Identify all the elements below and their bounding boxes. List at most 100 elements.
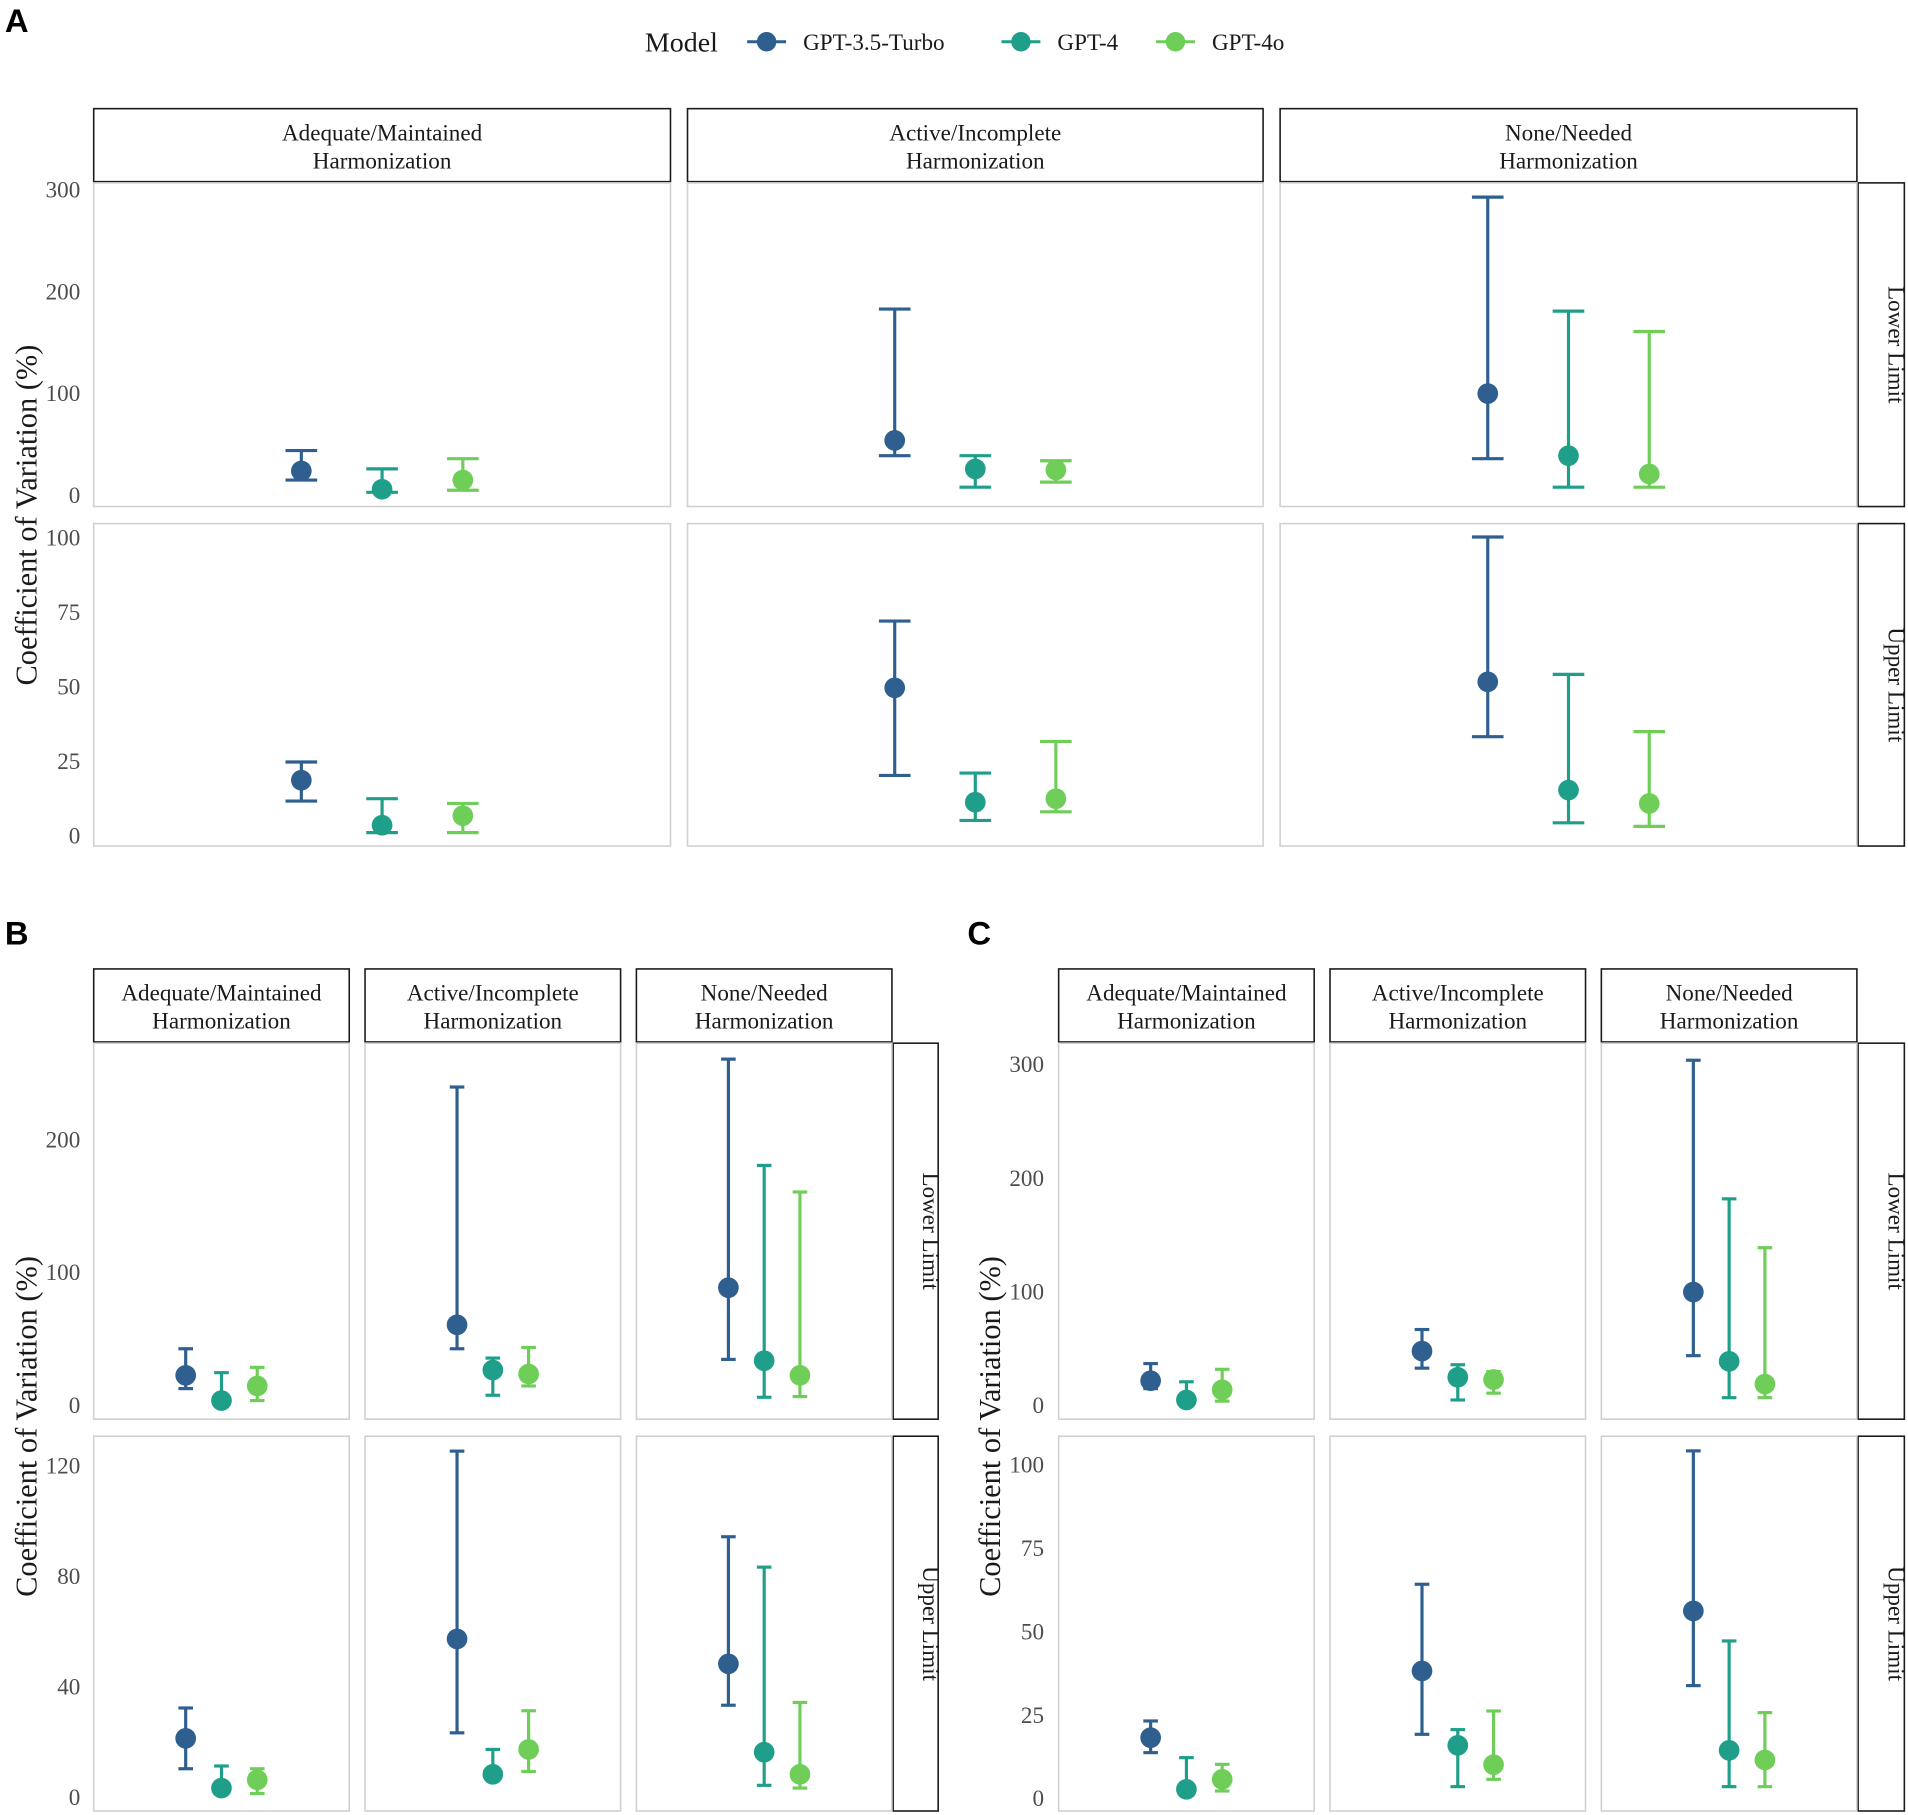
errorbar-gpt-3-5-turbo <box>878 307 911 458</box>
data-point <box>1558 445 1579 467</box>
errorbar-gpt-3-5-turbo <box>1683 1058 1704 1358</box>
data-point <box>753 1741 775 1763</box>
errorbar-gpt-4 <box>753 1565 775 1787</box>
data-point <box>1140 1727 1161 1748</box>
data-point <box>1411 1340 1433 1362</box>
y-tick-label: 80 <box>57 1563 80 1589</box>
facet-strip <box>686 107 1264 183</box>
data-point <box>789 1763 811 1785</box>
errorbar-gpt-3-5-turbo <box>285 448 318 482</box>
data-point <box>518 1739 539 1760</box>
panel-a: A Coefficient of Variation (%) Adequate/Ma… <box>5 2 1908 849</box>
data-point <box>371 478 393 500</box>
panel-c: C Coefficient of Variation (%) Adequate/Ma… <box>967 915 1908 1812</box>
facet-label: Harmonization <box>1499 147 1638 173</box>
data-point <box>964 791 986 813</box>
y-tick-label: 50 <box>57 674 80 700</box>
facet-label: Harmonization <box>152 1008 291 1034</box>
facet-strip <box>1057 968 1315 1043</box>
legend-key-dot <box>1165 31 1186 52</box>
data-point <box>452 469 474 491</box>
legend-key-dot <box>1011 31 1031 52</box>
y-tick-label: 100 <box>46 1259 81 1285</box>
errorbar-gpt-4o <box>789 1700 811 1790</box>
data-point <box>371 814 393 836</box>
errorbar-gpt-3-5-turbo <box>878 619 911 777</box>
facet-panel <box>92 522 672 847</box>
data-point <box>964 458 986 480</box>
data-point <box>1638 463 1660 485</box>
data-point <box>753 1350 775 1372</box>
errorbar-gpt-4 <box>753 1163 775 1399</box>
data-point <box>884 430 906 451</box>
row-strip <box>1857 1042 1906 1420</box>
facet-strip <box>364 968 622 1043</box>
data-point <box>1683 1600 1704 1622</box>
y-axis-title: Coefficient of Variation (%) <box>973 1256 1007 1597</box>
errorbar-gpt-4o <box>1040 739 1072 814</box>
facet-strip <box>1329 968 1587 1043</box>
facet-strip <box>92 968 351 1043</box>
data-point <box>518 1363 539 1385</box>
facet-panel <box>92 182 672 508</box>
errorbar-gpt-4 <box>1718 1639 1740 1789</box>
facet-panel <box>92 1042 351 1420</box>
y-tick-label: 200 <box>46 1126 81 1152</box>
facet-label: Harmonization <box>906 147 1045 173</box>
data-point <box>789 1364 811 1386</box>
row-strip <box>1857 522 1906 847</box>
y-tick-label: 300 <box>1009 1051 1044 1077</box>
facet-label: Harmonization <box>1117 1008 1256 1034</box>
data-point <box>446 1314 468 1336</box>
legend-label: GPT-4 <box>1057 29 1118 55</box>
facet-label: Active/Incomplete <box>889 119 1061 145</box>
data-point <box>1211 1379 1233 1401</box>
legend: Model GPT-3.5-Turbo GPT-4 GPT-4o <box>645 27 1284 58</box>
errorbar-gpt-4o <box>789 1190 811 1399</box>
errorbar-gpt-3-5-turbo <box>1140 1719 1161 1755</box>
data-point <box>246 1375 268 1397</box>
y-tick-label: 0 <box>1032 1785 1044 1811</box>
errorbar-gpt-4 <box>1447 1728 1469 1789</box>
y-tick-label: 200 <box>46 278 81 304</box>
data-point <box>1477 671 1499 693</box>
data-point <box>1140 1370 1161 1392</box>
errorbar-gpt-3-5-turbo <box>1471 195 1504 461</box>
facet-label: Harmonization <box>424 1008 563 1034</box>
y-tick-label: 100 <box>1009 1278 1044 1304</box>
errorbar-gpt-3-5-turbo <box>285 760 318 803</box>
panel-letter: B <box>5 915 29 952</box>
row-label: Lower Limit <box>1884 286 1908 404</box>
data-point <box>1483 1754 1504 1775</box>
data-point <box>1176 1389 1197 1411</box>
errorbar-gpt-4o <box>1211 1762 1233 1793</box>
errorbar-gpt-4 <box>366 467 398 500</box>
facet-strip <box>92 107 672 183</box>
data-point <box>1447 1366 1469 1388</box>
errorbar-gpt-4o <box>1633 730 1666 828</box>
data-point <box>1754 1749 1776 1771</box>
errorbar-gpt-3-5-turbo <box>1411 1582 1433 1736</box>
y-tick-label: 100 <box>46 525 81 551</box>
errorbar-gpt-3-5-turbo <box>175 1706 197 1771</box>
errorbar-gpt-4 <box>1552 672 1585 825</box>
data-point <box>290 769 312 791</box>
errorbar-gpt-4o <box>1633 329 1666 489</box>
facet-label: Adequate/Maintained <box>121 980 322 1006</box>
errorbar-gpt-3-5-turbo <box>446 1449 468 1735</box>
data-point <box>1447 1734 1469 1756</box>
data-point <box>211 1777 232 1799</box>
errorbar-gpt-3-5-turbo <box>446 1085 468 1351</box>
data-point <box>175 1728 197 1749</box>
errorbar-gpt-4 <box>211 1371 232 1411</box>
row-label: Upper Limit <box>1884 627 1908 742</box>
y-tick-label: 0 <box>69 1784 81 1810</box>
errorbar-gpt-4o <box>1040 459 1072 484</box>
y-tick-label: 0 <box>1032 1392 1044 1418</box>
facet-panel <box>686 182 1264 508</box>
facet-strip <box>635 968 893 1043</box>
errorbar-gpt-3-5-turbo <box>1140 1362 1161 1392</box>
errorbar-gpt-4 <box>959 771 992 823</box>
facet-label: None/Needed <box>701 980 828 1006</box>
